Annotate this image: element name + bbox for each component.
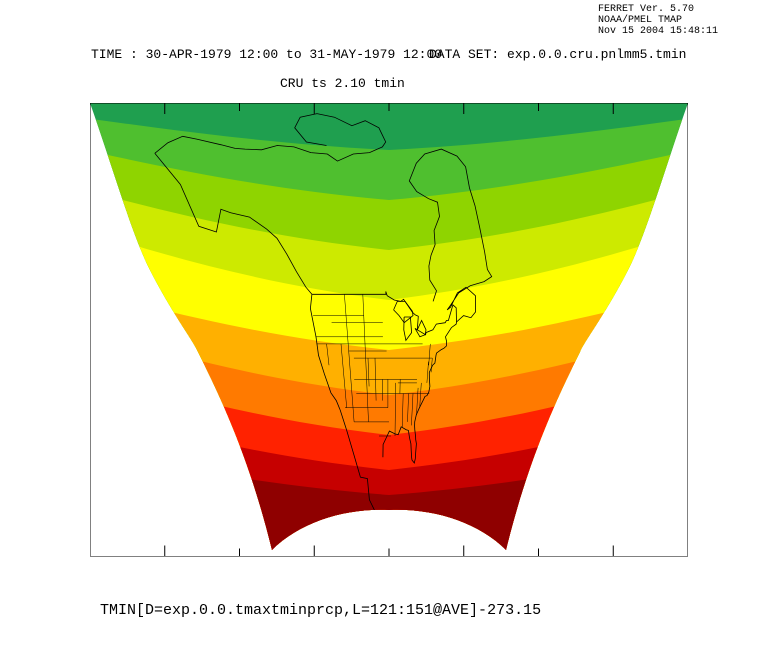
- svg-text:-50: -50: [740, 522, 759, 537]
- svg-text:-5: -5: [740, 282, 752, 297]
- svg-text:-20: -20: [740, 362, 759, 377]
- svg-text:15: 15: [740, 175, 754, 190]
- svg-text:75: 75: [54, 102, 68, 117]
- svg-text:-160: -160: [152, 560, 178, 575]
- svg-text:-15: -15: [740, 335, 759, 350]
- svg-text:-45: -45: [740, 495, 759, 510]
- svg-text:25: 25: [740, 122, 754, 137]
- svg-text:10: 10: [740, 202, 754, 217]
- svg-text:-35: -35: [740, 442, 759, 457]
- svg-text:-80: -80: [454, 560, 473, 575]
- svg-text:LATITDOT: LATITDOT: [26, 299, 41, 361]
- svg-text:45: 45: [54, 315, 68, 330]
- svg-text:25: 25: [54, 457, 68, 472]
- svg-text:-25: -25: [740, 388, 759, 403]
- svg-text:20: 20: [740, 148, 754, 163]
- svg-text:-30: -30: [740, 415, 759, 430]
- svg-text:65: 65: [54, 173, 68, 188]
- svg-text:LONGIDOT: LONGIDOT: [355, 580, 423, 595]
- svg-text:55: 55: [54, 244, 68, 259]
- svg-text:0: 0: [740, 255, 747, 270]
- svg-text:30: 30: [740, 95, 754, 110]
- svg-text:-120: -120: [301, 560, 327, 575]
- svg-text:15: 15: [54, 528, 68, 543]
- svg-text:-10: -10: [740, 308, 759, 323]
- svg-text:5: 5: [740, 228, 747, 243]
- svg-text:-40: -40: [740, 468, 759, 483]
- svg-text:35: 35: [54, 386, 68, 401]
- svg-text:-40: -40: [604, 560, 623, 575]
